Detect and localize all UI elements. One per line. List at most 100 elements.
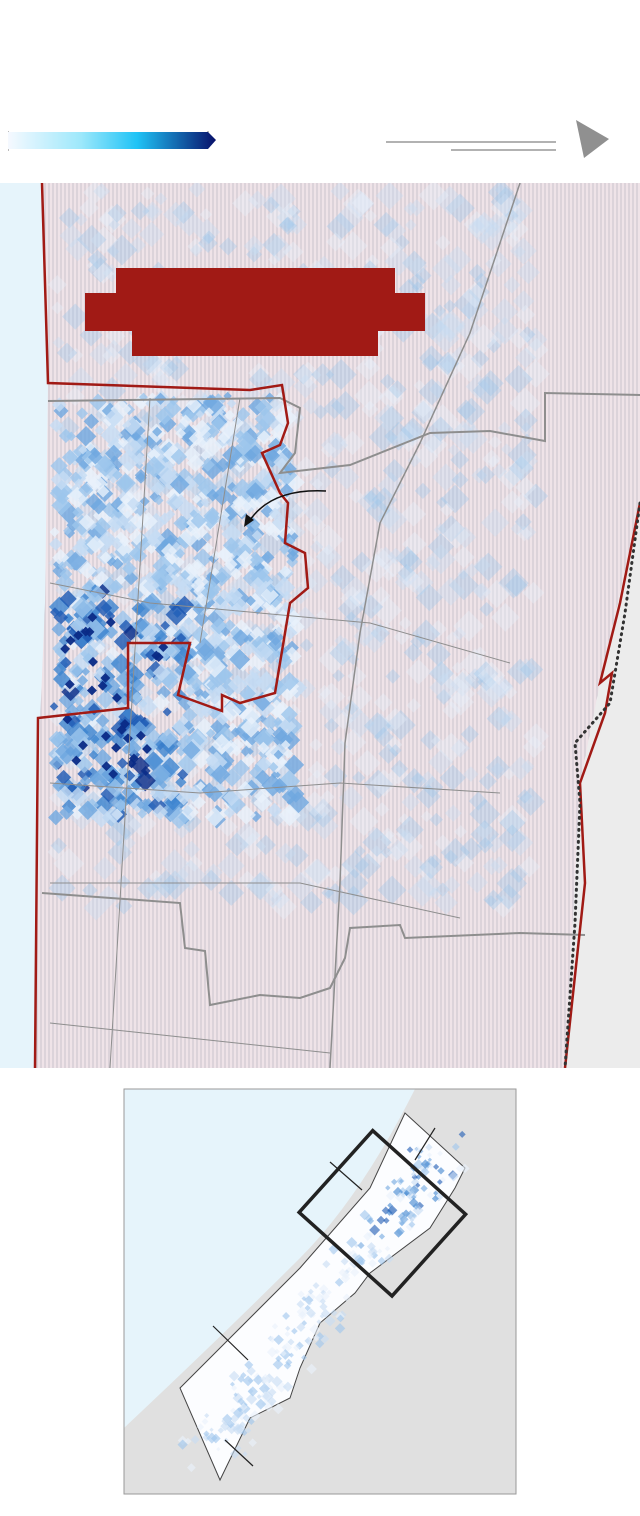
density-cell (354, 380, 385, 411)
density-cell (398, 813, 411, 826)
density-cell (351, 191, 375, 215)
density-cell (377, 505, 401, 529)
density-cell (445, 631, 460, 645)
density-cell (387, 547, 405, 565)
density-cell (291, 1327, 298, 1335)
density-cell (185, 397, 202, 414)
density-cell (426, 641, 452, 667)
density-cell (68, 366, 94, 392)
density-cell (431, 324, 460, 353)
road (49, 782, 501, 794)
density-cell (366, 1252, 374, 1260)
density-cell (434, 309, 451, 325)
density-cell (320, 442, 337, 458)
density-cell (94, 765, 114, 785)
density-cell (270, 893, 297, 920)
density-cell (490, 602, 520, 632)
density-cell (490, 762, 505, 777)
density-cell (520, 759, 535, 774)
density-cell (486, 706, 511, 731)
density-cell (312, 1334, 320, 1342)
density-cell (115, 793, 126, 803)
density-cell (450, 738, 470, 758)
density-cell (500, 443, 513, 455)
density-cell (247, 1418, 255, 1426)
density-cell (337, 595, 365, 622)
density-cell (370, 623, 390, 643)
density-cell (253, 728, 275, 750)
density-cell (144, 668, 156, 680)
density-cell (100, 424, 123, 447)
density-cell (455, 353, 484, 382)
density-cell (107, 840, 133, 865)
density-cell (432, 463, 460, 492)
density-cell (329, 640, 356, 666)
density-cell (268, 636, 284, 652)
density-cell (205, 728, 216, 739)
density-cell (488, 183, 514, 206)
density-cell (358, 594, 384, 619)
density-cell (461, 419, 477, 434)
density-cell (293, 374, 318, 399)
density-cell (483, 219, 503, 239)
density-cell (516, 787, 545, 816)
density-cell (413, 584, 426, 597)
density-cell (433, 523, 447, 537)
density-cell (240, 1372, 247, 1379)
density-cell (510, 521, 524, 536)
density-cell (430, 735, 443, 748)
density-cell (340, 700, 363, 723)
density-cell (524, 337, 549, 362)
density-cell (117, 448, 141, 472)
density-cell (230, 495, 253, 518)
density-cell (231, 478, 254, 501)
density-cell (344, 700, 360, 715)
density-cell (482, 579, 511, 608)
density-cell (399, 828, 413, 842)
density-cell (149, 784, 168, 803)
density-cell (227, 674, 248, 695)
density-cell (162, 707, 172, 717)
density-cell (476, 465, 496, 485)
density-cell (395, 546, 420, 571)
density-cell (300, 858, 332, 890)
density-cell (513, 492, 533, 512)
density-cell (49, 702, 59, 711)
boundary-line (563, 502, 640, 1068)
density-cell (255, 671, 278, 694)
density-cell (312, 524, 344, 556)
density-cell (473, 661, 499, 687)
density-cell (122, 733, 133, 744)
density-cell (76, 407, 89, 420)
density-cell (211, 733, 233, 755)
density-cell (68, 663, 84, 679)
density-cell (278, 804, 301, 827)
density-cell (316, 546, 336, 567)
density-cell (65, 236, 91, 262)
density-cell (280, 705, 298, 723)
density-cell (152, 663, 171, 682)
density-cell (268, 1335, 276, 1343)
density-cell (308, 798, 339, 828)
density-cell (135, 730, 146, 741)
density-cell (239, 685, 256, 702)
density-cell (502, 767, 516, 781)
density-cell (111, 742, 122, 753)
density-cell (206, 678, 219, 691)
density-cell (399, 1214, 409, 1224)
density-cell (401, 792, 420, 812)
density-cell (309, 738, 323, 752)
density-cell (235, 430, 246, 441)
density-cell (429, 812, 444, 827)
density-cell (320, 789, 335, 805)
road (41, 892, 586, 1007)
density-cell (507, 658, 533, 685)
density-cell (452, 546, 475, 569)
density-cell (247, 870, 277, 900)
density-cell (382, 458, 407, 483)
density-cell (513, 245, 526, 258)
density-cell (291, 500, 310, 519)
density-cell (58, 207, 80, 229)
density-cell (99, 211, 115, 227)
density-cell (468, 323, 499, 354)
